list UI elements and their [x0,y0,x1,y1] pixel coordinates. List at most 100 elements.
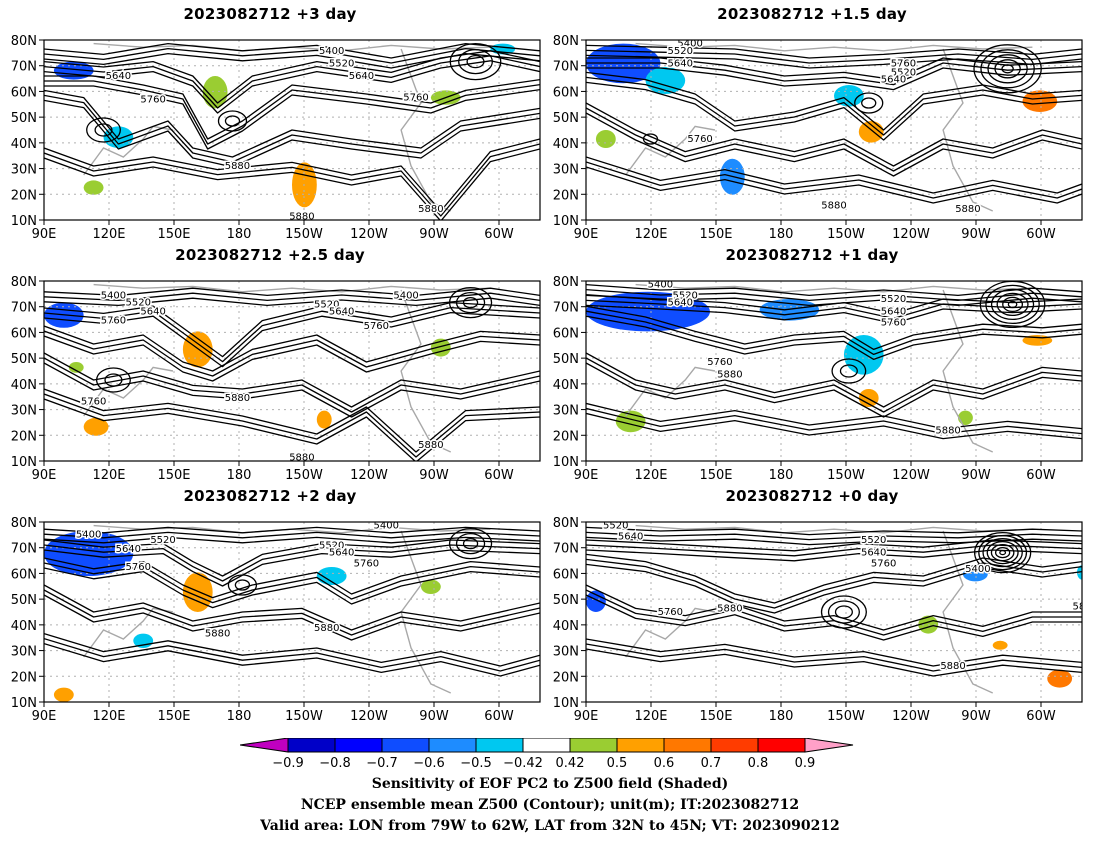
colorbar-label: 0.42 [556,756,585,771]
z500-contour [44,325,540,372]
z500-contour [586,563,1082,614]
contour-label: 5760 [126,562,151,573]
lon-tick-label: 180 [769,709,794,724]
lon-tick-label: 60W [484,709,514,724]
lon-tick-label: 150E [157,709,190,724]
lon-tick-label: 150E [699,709,732,724]
lat-tick-label: 50N [11,593,37,608]
coastline [625,125,716,176]
lat-tick-label: 40N [11,619,37,634]
contour-label: 5520 [672,290,697,301]
lat-tick-label: 80N [11,516,37,531]
z500-closed-contour [466,54,485,69]
z500-contour [586,44,1082,59]
contour-label: 5880 [940,661,965,672]
lon-tick-label: 90W [419,468,449,483]
z500-contour [44,80,540,145]
z500-contour [44,138,540,212]
lat-tick-label: 30N [553,645,579,660]
z500-contour [586,536,1082,546]
lat-tick-label: 10N [11,696,37,711]
sensitivity-shading [992,640,1008,650]
contour-label: 5520 [668,46,693,57]
z500-closed-contour [820,595,867,629]
z500-closed-contour [104,373,123,387]
z500-contour [44,526,540,534]
lat-tick-label: 80N [11,275,37,290]
z500-contour [44,42,540,59]
lat-tick-label: 30N [553,163,579,178]
lon-tick-label: 90E [574,227,599,242]
coastline [93,283,491,293]
lat-tick-label: 10N [553,455,579,470]
contour-label: 5760 [881,317,906,328]
z500-contour [586,638,1082,667]
map-panel-6: 2023082712 +0 day 5520 5640 5520 5640 5760 54… [542,487,1083,727]
colorbar-max-arrow [804,738,854,753]
z500-closed-contour [1001,64,1014,74]
contour-label: 5400 [648,280,673,291]
z500-closed-contour [448,527,493,560]
colorbar-label: −0.7 [366,756,398,771]
plot-frame [585,521,1083,703]
z500-contour [586,67,1082,91]
z500-contour [586,305,1082,351]
contour-label: 5400 [374,521,399,532]
z500-contour [44,335,540,382]
lon-tick-label: 150W [827,709,865,724]
z500-contour [586,166,1082,204]
z500-contour [586,412,1082,440]
coastline [635,524,1033,534]
lon-tick-label: 120W [350,468,388,483]
z500-contour [586,526,1082,536]
contour-label: 5880 [314,623,339,634]
z500-contour [44,557,540,599]
contour-label: 5760 [140,94,165,105]
contour-label: 5520 [150,535,175,546]
lat-tick-label: 80N [553,275,579,290]
lon-tick-label: 120E [92,468,125,483]
contour-label: 588 [1072,602,1091,613]
z500-contour [586,402,1082,430]
lat-tick-label: 40N [11,378,37,393]
lon-tick-label: 90W [961,468,991,483]
lat-tick-label: 70N [553,301,579,316]
contour-label: 5760 [81,397,106,408]
z500-contour [44,642,540,677]
z500-closed-contour [987,54,1028,84]
z500-closed-contour [839,364,858,378]
coastline [635,283,1033,293]
lat-tick-label: 10N [553,696,579,711]
z500-closed-contour [978,534,1028,571]
contour-label: 5880 [935,425,960,436]
z500-closed-contour [985,284,1040,325]
z500-contour [44,85,540,150]
sensitivity-shading [1047,669,1073,688]
panel-title: 2023082712 +3 day [183,5,357,23]
z500-closed-contour [854,92,884,114]
sensitivity-shading [586,590,606,612]
contour-label: 5520 [881,294,906,305]
sensitivity-shading [420,579,441,594]
z500-closed-contour [455,291,486,314]
colorbar-segment [616,738,665,753]
lat-tick-label: 50N [553,111,579,126]
z500-contour [586,553,1082,604]
panel-title: 2023082712 +2.5 day [175,246,365,264]
lat-tick-label: 20N [553,188,579,203]
lon-tick-label: 150E [699,468,732,483]
z500-contour [44,75,540,140]
contour-label: 5760 [658,607,683,618]
contour-label: 5760 [687,134,712,145]
z500-closed-contour [834,605,853,619]
contour-label: 5520 [126,298,151,309]
colorbar-segment [757,738,806,753]
plot-frame [43,521,541,703]
z500-closed-contour [86,117,121,143]
contour-label: 5640 [349,71,374,82]
map-panel-5: 2023082712 +2 day 5400 5520 5640 5760 5400 55… [0,487,541,727]
